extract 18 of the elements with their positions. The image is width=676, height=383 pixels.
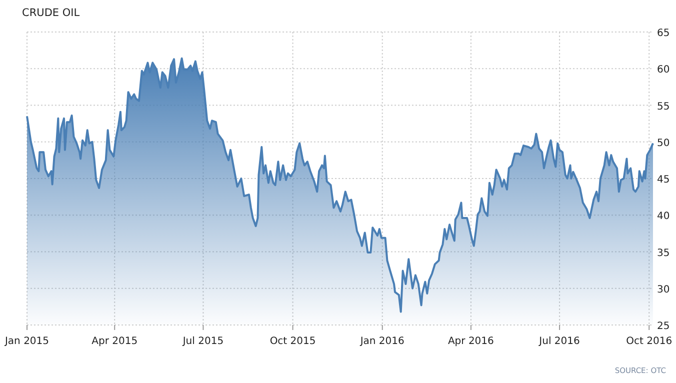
y-tick-label: 45: [657, 174, 670, 186]
y-tick-label: 35: [657, 248, 670, 259]
y-tick-label: 30: [657, 284, 670, 296]
x-tick-label: Jul 2015: [182, 336, 224, 347]
x-tick-label: Oct 2015: [270, 336, 316, 347]
y-tick-label: 55: [657, 101, 670, 112]
y-tick-label: 25: [657, 321, 670, 332]
y-tick-label: 60: [657, 64, 670, 76]
y-tick-label: 65: [657, 28, 670, 39]
x-tick-label: Jan 2016: [359, 336, 404, 347]
x-tick-label: Jan 2015: [4, 336, 50, 347]
chart-title: CRUDE OIL: [22, 7, 80, 19]
y-tick-label: 50: [657, 138, 670, 149]
x-tick-label: Apr 2016: [448, 336, 494, 347]
x-tick-label: Oct 2016: [626, 336, 672, 347]
x-tick-label: Jul 2016: [538, 336, 580, 347]
x-tick-label: Apr 2015: [92, 336, 138, 347]
y-tick-label: 40: [657, 211, 670, 222]
